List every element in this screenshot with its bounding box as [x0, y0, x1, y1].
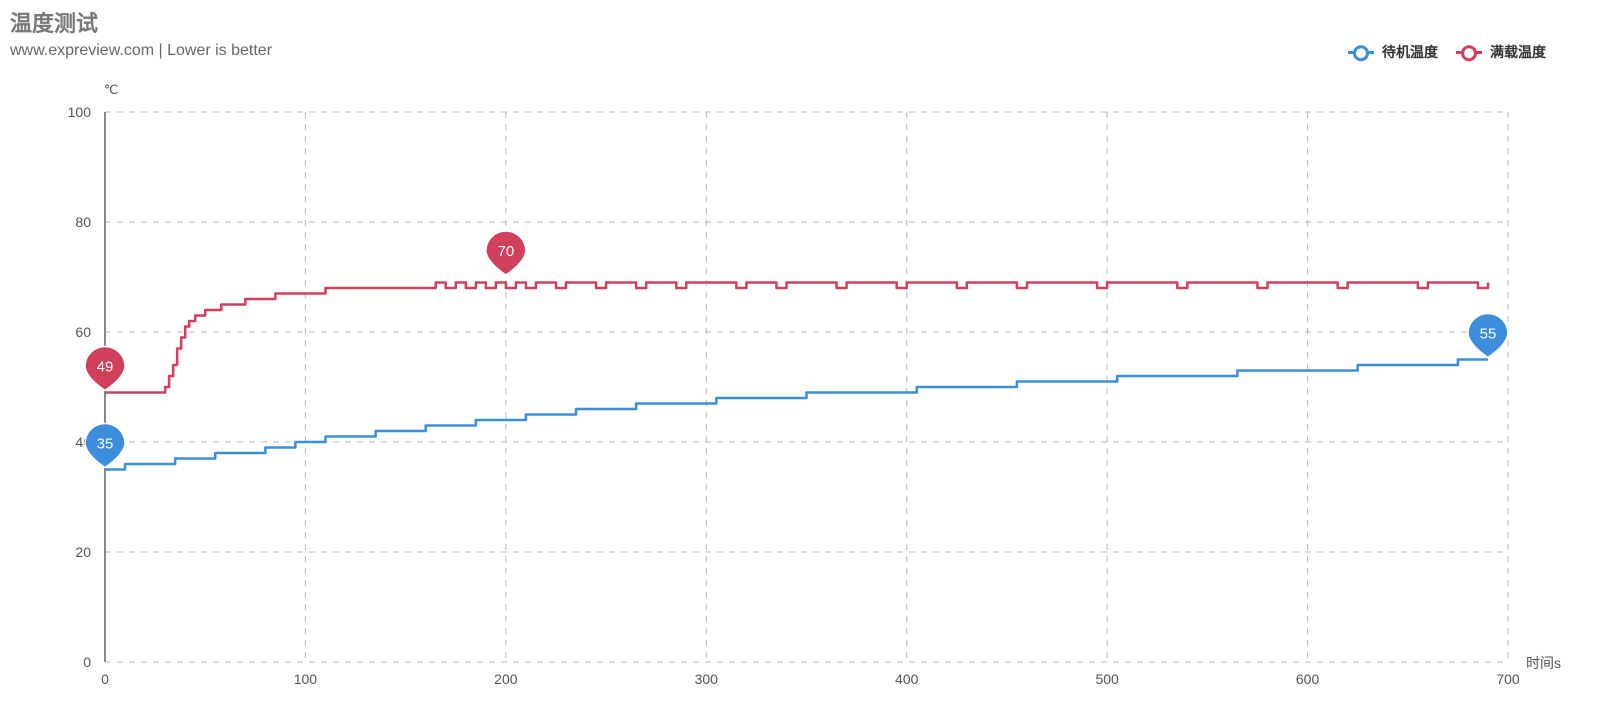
x-tick: 500 — [1095, 671, 1119, 687]
chart-plot: 0100200300400500600700 020406080100 3555… — [0, 0, 1620, 720]
gridlines — [105, 112, 1508, 662]
series-load — [105, 283, 1488, 393]
x-tick: 100 — [294, 671, 318, 687]
callout-load-70: 70 — [486, 231, 526, 275]
callout-idle-35: 35 — [85, 424, 125, 468]
x-tick: 400 — [895, 671, 919, 687]
y-tick: 80 — [75, 214, 91, 230]
svg-text:70: 70 — [498, 243, 515, 260]
svg-text:55: 55 — [1480, 325, 1497, 342]
callout-load-49: 49 — [85, 347, 125, 391]
callout-idle-55: 55 — [1468, 314, 1508, 358]
x-unit-label: 时间s — [1526, 655, 1561, 671]
y-tick: 0 — [83, 654, 91, 670]
y-tick: 20 — [75, 544, 91, 560]
x-tick: 300 — [695, 671, 719, 687]
svg-text:35: 35 — [97, 435, 114, 452]
data-series — [105, 283, 1488, 470]
x-tick-labels: 0 100 200 300 400 500 600 700 — [101, 671, 1520, 687]
svg-text:49: 49 — [97, 358, 114, 375]
y-tick-labels: 020406080100 — [68, 104, 92, 670]
y-tick: 60 — [75, 324, 91, 340]
x-tick: 600 — [1296, 671, 1320, 687]
x-tick: 200 — [494, 671, 518, 687]
callouts: 35 55 49 70 — [85, 231, 1508, 468]
y-tick: 100 — [68, 104, 92, 120]
y-unit-label: ℃ — [104, 82, 119, 97]
x-tick: 0 — [101, 671, 109, 687]
series-idle — [105, 360, 1488, 470]
x-tick: 700 — [1496, 671, 1520, 687]
